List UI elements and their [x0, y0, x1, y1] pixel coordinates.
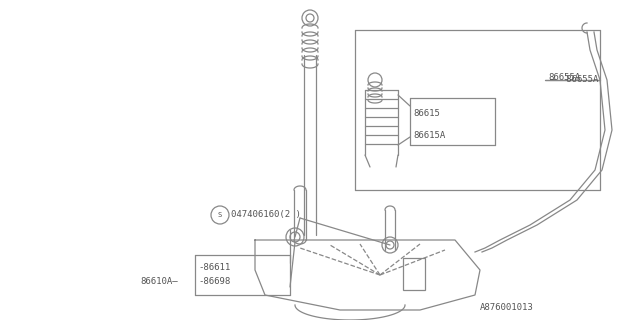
Circle shape — [382, 237, 398, 253]
Text: -86611: -86611 — [198, 263, 230, 273]
Text: 86615A: 86615A — [413, 131, 445, 140]
Text: 86655A: 86655A — [548, 73, 580, 82]
FancyBboxPatch shape — [403, 258, 425, 290]
Text: 86610A—: 86610A— — [140, 277, 178, 286]
Text: 86615: 86615 — [413, 109, 440, 118]
Text: —  86655A: — 86655A — [550, 76, 598, 84]
Text: S: S — [218, 212, 222, 218]
Text: A876001013: A876001013 — [480, 303, 534, 313]
Circle shape — [286, 228, 304, 246]
Text: 047406160(2 ): 047406160(2 ) — [231, 211, 301, 220]
Text: -86698: -86698 — [198, 277, 230, 286]
